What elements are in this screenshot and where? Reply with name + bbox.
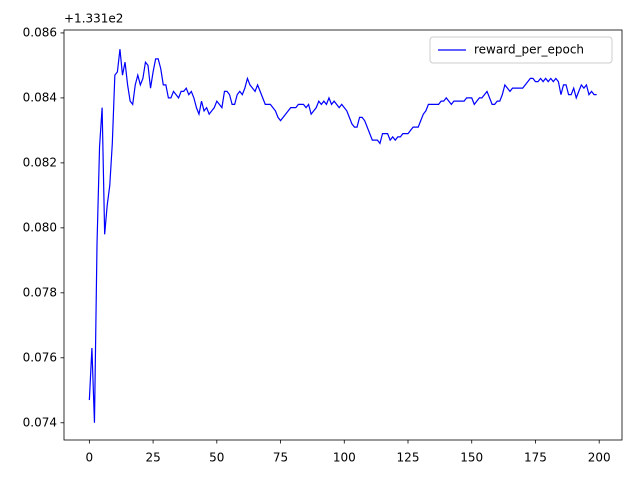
plot-frame — [63, 29, 623, 441]
x-tick-label: 25 — [145, 451, 160, 465]
y-offset-label: +1.331e2 — [64, 12, 123, 26]
y-tick-label: 0.078 — [23, 285, 57, 299]
x-tick-label: 175 — [524, 451, 547, 465]
x-tick-label: 150 — [460, 451, 483, 465]
legend-box — [429, 36, 613, 64]
y-tick-label: 0.080 — [23, 220, 57, 234]
y-tick-label: 0.086 — [23, 25, 57, 39]
x-tick-label: 200 — [588, 451, 611, 465]
y-tick-label: 0.082 — [23, 155, 57, 169]
legend-label: reward_per_epoch — [474, 43, 584, 57]
x-tick-label: 125 — [397, 451, 420, 465]
y-tick-label: 0.074 — [23, 415, 57, 429]
x-tick-label: 0 — [86, 451, 94, 465]
data-line — [88, 49, 597, 423]
x-tick-label: 50 — [209, 451, 224, 465]
y-tick-label: 0.084 — [23, 90, 57, 104]
x-tick-label: 100 — [333, 451, 356, 465]
y-tick-label: 0.076 — [23, 350, 57, 364]
x-tick-label: 75 — [273, 451, 288, 465]
